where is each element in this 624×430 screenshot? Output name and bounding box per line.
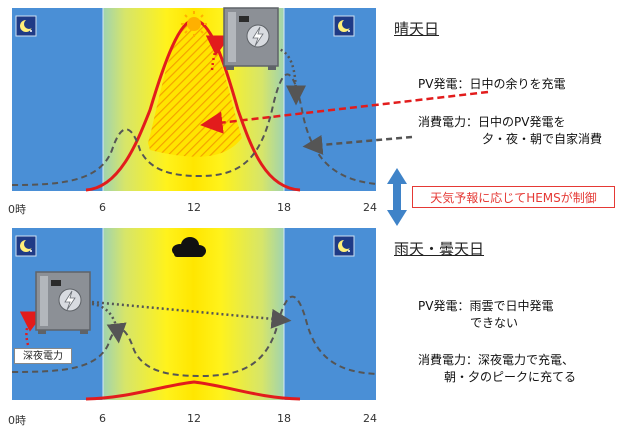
night-charge-arrow xyxy=(19,311,45,346)
tick-label-12: 12 xyxy=(187,201,201,214)
pv-curve-rainy xyxy=(85,380,301,401)
cloud-icon xyxy=(172,237,206,257)
lightning-icon xyxy=(64,290,76,311)
tick-label-18: 18 xyxy=(277,201,291,214)
consumption-pointer-arrow xyxy=(302,134,413,155)
tick-label-0: 0時 xyxy=(8,414,26,427)
hems-control-label: 天気予報に応じてHEMSが制御 xyxy=(412,186,615,208)
up-down-arrow-icon xyxy=(387,168,407,226)
rainy-pv-text-1: PV発電：雨雲で日中発電 xyxy=(418,299,554,313)
tick-label-0: 0時 xyxy=(8,203,26,216)
consumption-curve-rainy xyxy=(11,295,377,378)
moon-icon xyxy=(333,15,355,37)
sun-icon xyxy=(181,11,207,37)
tick-label-6: 6 xyxy=(99,412,106,425)
sunny-use-text-1: 消費電力：日中のPV発電を xyxy=(418,115,566,129)
rainy-use-text-2: 朝・夕のピークに充てる xyxy=(444,370,577,384)
consumption-curve-sunny xyxy=(11,73,377,186)
battery-icon xyxy=(35,271,91,334)
tick-label-6: 6 xyxy=(99,201,106,214)
rainy-heading: 雨天・曇天日 xyxy=(394,240,485,258)
moon-icon xyxy=(15,15,37,37)
rainy-use-text-1: 消費電力：深夜電力で充電、 xyxy=(418,353,575,367)
pv-pointer-arrow xyxy=(200,90,489,134)
lightning-icon xyxy=(252,26,264,47)
tick-label-24: 24 xyxy=(363,412,377,425)
tick-label-24: 24 xyxy=(363,201,377,214)
night-power-label: 深夜電力 xyxy=(14,348,72,364)
moon-icon xyxy=(15,235,37,257)
discharge-arrow-evening xyxy=(91,300,292,329)
discharge-arrow-morning xyxy=(91,302,127,344)
charge-arrow-sunny xyxy=(205,35,231,71)
tick-label-12: 12 xyxy=(187,412,201,425)
battery-icon xyxy=(223,7,279,70)
sunny-heading: 晴天日 xyxy=(394,20,440,38)
rainy-pv-text-2: できない xyxy=(470,316,519,330)
tick-label-18: 18 xyxy=(277,412,291,425)
sunny-pv-text: PV発電：日中の余りを充電 xyxy=(418,77,566,91)
moon-icon xyxy=(333,235,355,257)
sunny-use-text-2: 夕・夜・朝で自家消費 xyxy=(482,132,603,146)
discharge-arrow-sunny xyxy=(275,46,306,106)
